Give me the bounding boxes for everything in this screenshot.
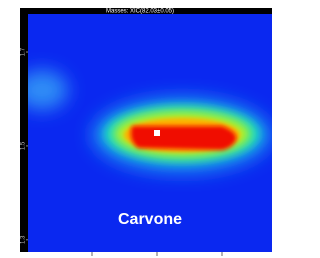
annotation: Carvone: [118, 211, 182, 228]
x-ticks: [92, 252, 222, 256]
blob-core: [131, 126, 236, 150]
y-tick-label: 1.3: [21, 235, 27, 244]
y-tick-label: 1.5: [21, 141, 27, 150]
page: {"chart_data": {"type": "heatmap", "titl…: [0, 0, 320, 258]
chart-title: Masses: XIC(82.03±0.05): [106, 9, 174, 15]
chart: Masses: XIC(82.03±0.05) Carvone 1.3 1.5 1.…: [0, 0, 284, 258]
marker: [154, 130, 160, 136]
y-tick-label: 1.7: [21, 47, 27, 56]
